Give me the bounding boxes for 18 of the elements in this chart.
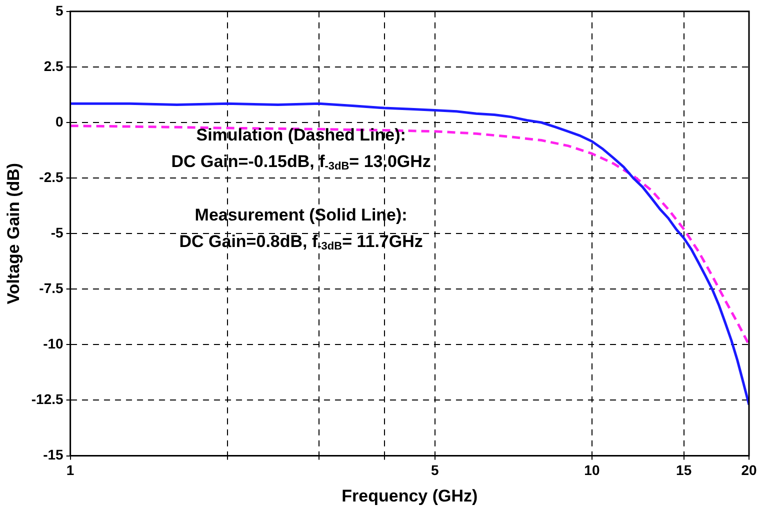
y-axis-title: Voltage Gain (dB) (4, 162, 23, 304)
annotation: Simulation (Dashed Line): (196, 126, 406, 145)
x-tick-label: 1 (66, 462, 74, 478)
x-tick-label: 20 (741, 462, 757, 478)
y-tick-label: -10 (43, 336, 64, 352)
y-tick-label: 2.5 (44, 58, 64, 74)
x-tick-label: 5 (431, 462, 440, 478)
y-tick-label: -2.5 (39, 168, 64, 185)
y-tick-label: -5 (50, 224, 64, 240)
x-tick-label: 10 (584, 462, 600, 478)
x-tick-label: 15 (676, 462, 692, 478)
y-tick-label: -12.5 (31, 391, 64, 408)
y-tick-label: 0 (56, 113, 64, 130)
y-tick-label: -15 (43, 446, 64, 463)
y-tick-label: -7.5 (39, 280, 64, 296)
x-axis-title: Frequency (GHz) (342, 486, 478, 506)
y-tick-label: 5 (56, 2, 64, 18)
annotation: Measurement (Solid Line): (194, 206, 408, 225)
